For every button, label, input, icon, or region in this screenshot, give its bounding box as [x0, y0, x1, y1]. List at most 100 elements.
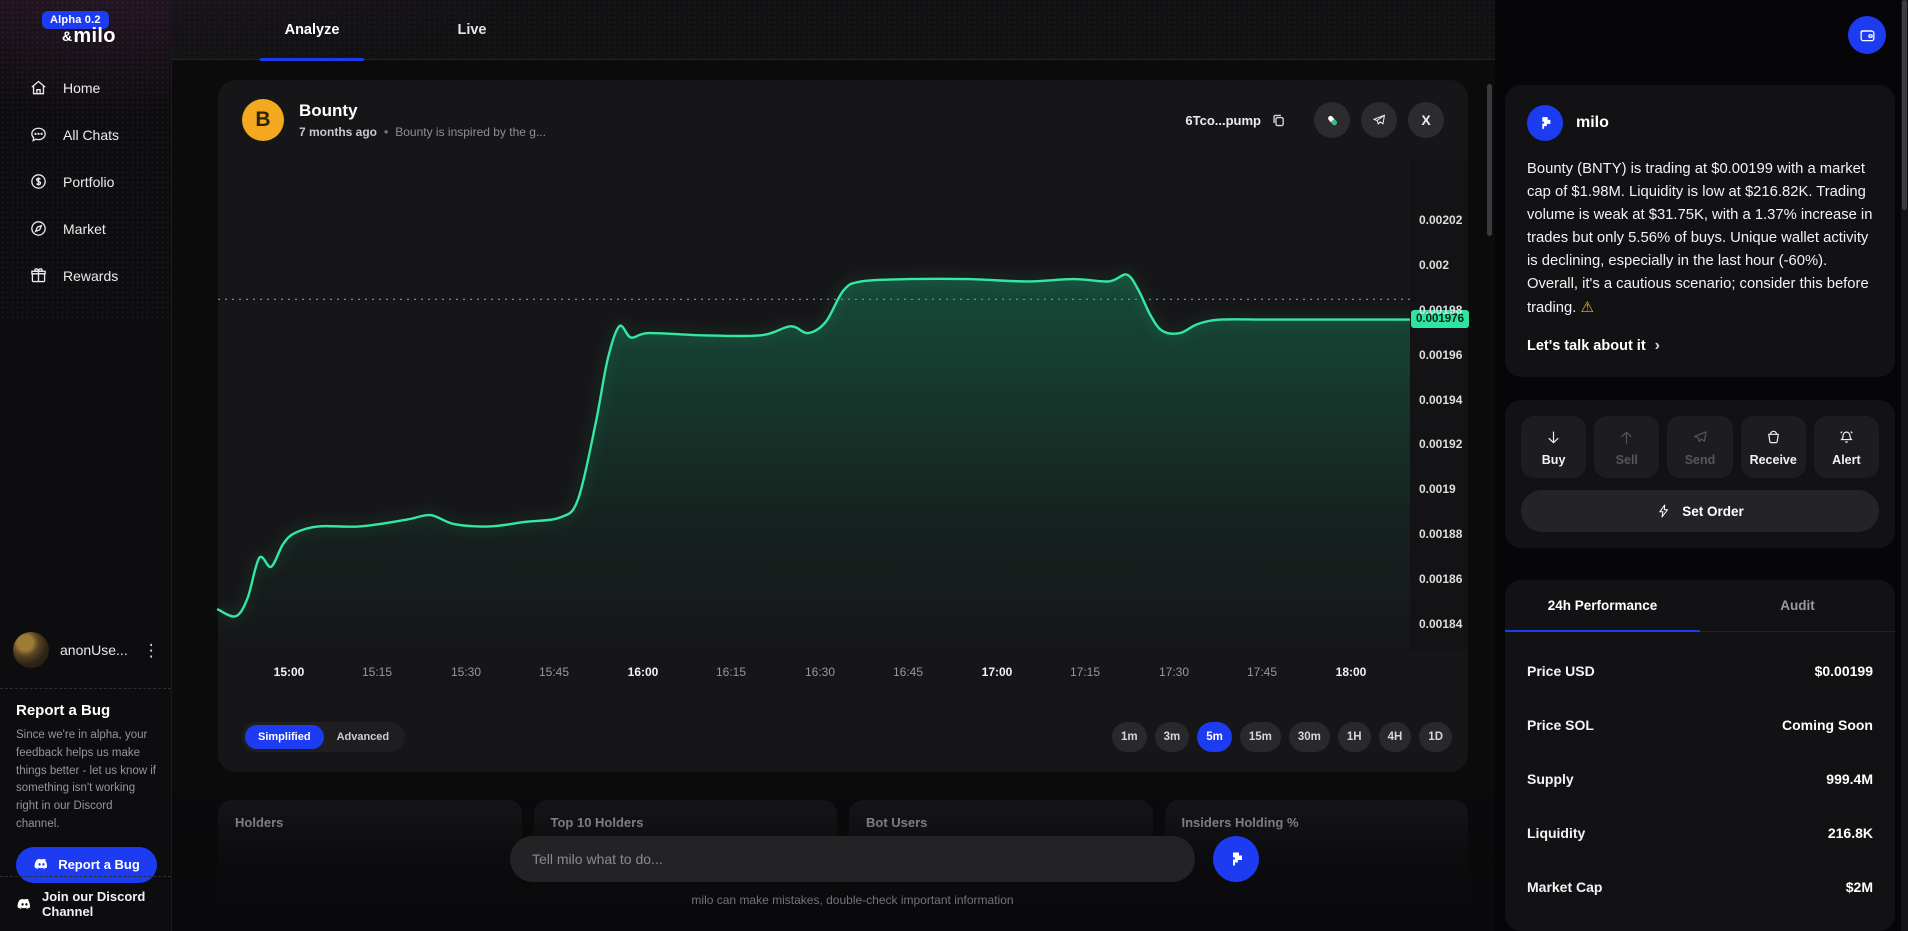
range-15m-button[interactable]: 15m [1239, 722, 1281, 752]
join-discord-label: Join our Discord Channel [42, 889, 146, 919]
y-axis-tick: 0.00186 [1419, 572, 1463, 586]
lets-talk-label: Let's talk about it [1527, 337, 1646, 354]
chat-input[interactable] [510, 836, 1195, 882]
join-discord-link[interactable]: Join our Discord Channel [16, 889, 171, 919]
range-30m-button[interactable]: 30m [1288, 722, 1330, 752]
right-panel: milo Bounty (BNTY) is trading at $0.0019… [1495, 0, 1908, 931]
milo-avatar [1527, 105, 1563, 141]
assistant-name: milo [1576, 114, 1609, 131]
pumpfun-link-button[interactable] [1314, 102, 1350, 138]
page-scrollbar-thumb[interactable] [1902, 0, 1907, 210]
tab-audit[interactable]: Audit [1780, 598, 1815, 613]
copy-address-button[interactable] [1270, 112, 1287, 129]
range-1m-button[interactable]: 1m [1111, 722, 1147, 752]
stat-row-market-cap: Market Cap $2M [1527, 879, 1873, 895]
page-scrollbar[interactable] [1901, 0, 1908, 931]
x-twitter-link-button[interactable]: X [1408, 102, 1444, 138]
range-3m-button[interactable]: 3m [1154, 722, 1190, 752]
buy-label: Buy [1541, 452, 1566, 467]
token-age: 7 months ago [299, 125, 378, 139]
y-axis-tick: 0.0019 [1419, 482, 1456, 496]
home-icon [31, 80, 46, 95]
token-description: Bounty is inspired by the g... [395, 125, 546, 139]
token-stats-card: 24h Performance Audit Price USD $0.00199… [1505, 580, 1895, 931]
main-scrollbar[interactable] [1487, 84, 1492, 236]
tab-24h-performance[interactable]: 24h Performance [1547, 598, 1658, 613]
range-5m-button[interactable]: 5m [1197, 722, 1232, 752]
chart-price-line [216, 273, 1412, 618]
lets-talk-link[interactable]: Let's talk about it › [1527, 337, 1873, 355]
y-axis-tick: 0.00194 [1419, 393, 1463, 407]
discord-icon [17, 898, 31, 909]
chevron-right-icon: › [1654, 336, 1660, 354]
token-actions-card: Buy Sell Send Receive Alert [1505, 400, 1895, 548]
sidebar-item-home[interactable]: Home [0, 64, 171, 111]
stat-row-supply: Supply 999.4M [1527, 771, 1873, 787]
chart-x-axis: 15:00 15:15 15:30 15:45 16:00 16:15 16:30 16:45… [218, 665, 1410, 683]
tab-live[interactable]: Live [457, 22, 487, 38]
y-axis-tick: 0.00192 [1419, 437, 1463, 451]
send-label: Send [1684, 452, 1716, 467]
send-button[interactable]: Send [1667, 416, 1733, 478]
stat-row-price-sol: Price SOL Coming Soon [1527, 717, 1873, 733]
stats-rows: Price USD $0.00199 Price SOL Coming Soon… [1505, 632, 1895, 914]
assistant-summary: Bounty (BNTY) is trading at $0.00199 wit… [1527, 161, 1873, 317]
bell-icon [1840, 430, 1853, 443]
y-axis-tick: 0.00198 [1419, 303, 1463, 317]
milo-logo-icon [1233, 852, 1242, 866]
range-1d-button[interactable]: 1D [1419, 722, 1452, 752]
report-bug-button[interactable]: Report a Bug [16, 846, 157, 883]
arrow-down-icon [1548, 431, 1559, 443]
report-bug-title: Report a Bug [16, 702, 111, 719]
timeframe-buttons: 1m 3m 5m 15m 30m 1H 4H 1D [1111, 722, 1452, 752]
range-1h-button[interactable]: 1H [1337, 722, 1371, 752]
wallet-button[interactable] [1848, 16, 1886, 54]
chat-bubble-icon [31, 127, 46, 142]
mode-simplified-button[interactable]: Simplified [245, 725, 324, 749]
sidebar-item-rewards[interactable]: Rewards [0, 252, 171, 299]
sell-button[interactable]: Sell [1594, 416, 1660, 478]
token-address[interactable]: 6Tco...pump [1185, 112, 1261, 128]
alert-button[interactable]: Alert [1813, 416, 1880, 478]
chart-area-fill [218, 274, 1410, 650]
report-bug-body: Since we're in alpha, your feedback help… [16, 729, 156, 831]
milo-logo-icon [1542, 117, 1551, 129]
sidebar-nav: Home All Chats Portfolio Market Rewards [0, 64, 171, 299]
send-message-button[interactable] [1213, 836, 1259, 882]
discord-icon [34, 859, 48, 870]
warning-icon: ⚠ [1580, 299, 1594, 317]
buy-button[interactable]: Buy [1521, 416, 1587, 478]
set-order-button[interactable]: Set Order [1521, 490, 1879, 532]
sidebar: Alpha 0.2 &milo Home All Chats Portfolio… [0, 0, 172, 931]
sidebar-item-all-chats[interactable]: All Chats [0, 111, 171, 158]
price-chart[interactable] [216, 160, 1412, 650]
user-profile-row[interactable]: anonUse... ⋮ [13, 629, 161, 671]
tab-analyze[interactable]: Analyze [232, 0, 392, 61]
x-axis-tick: 18:00 [1335, 665, 1367, 679]
token-name: Bounty [299, 101, 358, 120]
x-axis-tick: 16:15 [715, 665, 747, 679]
user-menu-icon[interactable]: ⋮ [142, 640, 160, 660]
top-tab-bar: Analyze Live [172, 0, 1495, 61]
sidebar-item-portfolio[interactable]: Portfolio [0, 158, 171, 205]
x-axis-tick: 16:30 [804, 665, 836, 679]
receive-button[interactable]: Receive [1740, 416, 1806, 478]
y-axis-tick: 0.002 [1419, 258, 1450, 272]
sidebar-item-label: Home [63, 79, 101, 96]
x-axis-tick: 16:45 [892, 665, 924, 679]
price-chart-svg [216, 273, 1412, 650]
telegram-link-button[interactable] [1361, 102, 1397, 138]
range-4h-button[interactable]: 4H [1378, 722, 1412, 752]
dollar-circle-icon [31, 174, 46, 189]
alpha-version-badge: Alpha 0.2 [42, 11, 109, 29]
sidebar-item-market[interactable]: Market [0, 205, 171, 252]
y-axis-tick: 0.00196 [1419, 348, 1463, 362]
separator-dot: • [384, 125, 389, 139]
current-price-badge: 0.001976 [1411, 310, 1469, 328]
panel-title: Top 10 Holders [550, 815, 644, 830]
sidebar-item-label: Rewards [63, 267, 119, 284]
mode-advanced-button[interactable]: Advanced [336, 731, 390, 743]
stat-row-liquidity: Liquidity 216.8K [1527, 825, 1873, 841]
logo-ampersand: & [62, 28, 73, 44]
